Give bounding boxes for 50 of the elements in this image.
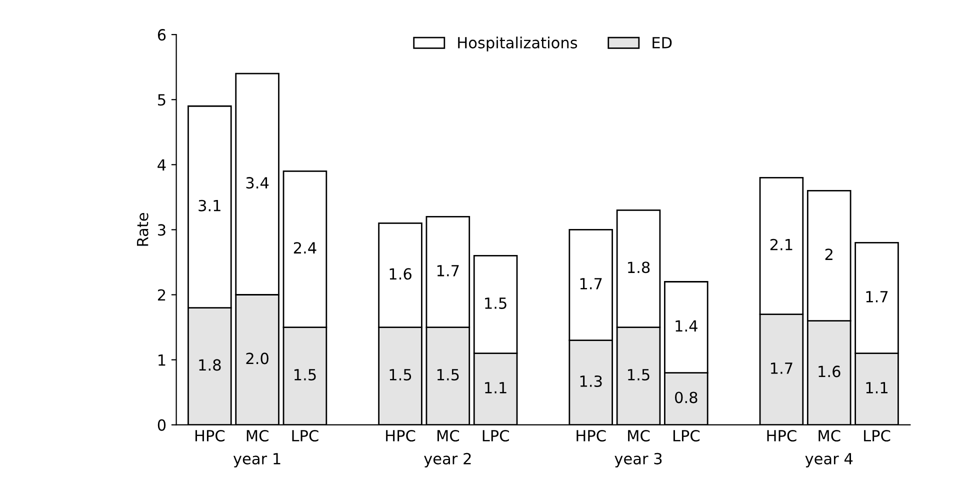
data-label: 1.4	[676, 320, 698, 332]
data-label: 1.5	[390, 369, 412, 380]
y-tick-label: 4	[158, 159, 166, 170]
data-label: 1.5	[437, 369, 459, 380]
y-tick-label: 0	[158, 419, 166, 431]
data-label: 1.8	[199, 359, 221, 371]
data-label: 1.1	[485, 382, 506, 394]
data-label: 1.7	[437, 265, 459, 276]
x-tick-label: HPC	[195, 430, 225, 442]
data-label: 1.5	[628, 369, 650, 380]
x-tick-label: HPC	[576, 430, 606, 442]
data-label: 1.6	[818, 366, 840, 378]
data-label: 1.5	[485, 298, 506, 309]
data-label: 1.8	[628, 262, 650, 274]
x-tick-label: HPC	[386, 430, 416, 442]
x-tick-label: LPC	[292, 430, 318, 442]
data-label: 1.6	[390, 268, 412, 280]
x-tick-label: MC	[628, 430, 650, 442]
data-label: 2.4	[294, 242, 316, 254]
data-label: 2.0	[246, 352, 268, 364]
x-tick-label: LPC	[864, 430, 890, 442]
data-label: 3.4	[246, 177, 269, 189]
data-label: 1.7	[770, 362, 792, 374]
y-tick-label: 5	[158, 94, 166, 106]
x-tick-label: LPC	[482, 430, 509, 442]
legend-label: ED	[652, 37, 672, 48]
x-tick-label: LPC	[673, 430, 700, 442]
text: year 4	[805, 453, 853, 468]
text: year 1	[233, 453, 280, 468]
x-tick-label: MC	[437, 430, 460, 442]
text: year 3	[614, 452, 662, 468]
y-tick-label: 1	[158, 354, 166, 366]
x-tick-label: HPC	[767, 430, 796, 442]
data-label: 0.8	[675, 392, 698, 404]
data-label: 1.5	[294, 369, 316, 380]
data-label: 1.7	[866, 291, 888, 302]
data-label: 1.3	[580, 375, 602, 387]
y-tick-label: 6	[158, 29, 166, 41]
data-label: 1.7	[580, 278, 602, 290]
y-axis-title: Rate	[136, 213, 148, 246]
x-tick-label: MC	[818, 430, 840, 442]
y-tick-label: 3	[158, 224, 166, 236]
text: year 2	[424, 452, 471, 468]
y-tick-label: 2	[158, 289, 166, 301]
data-label: 3.1	[198, 200, 220, 212]
x-tick-label: MC	[246, 430, 268, 442]
data-label: 2	[825, 248, 832, 260]
data-label: 1.1	[866, 382, 888, 394]
data-label: 2.1	[770, 238, 792, 250]
legend-label: Hospitalizations	[458, 36, 578, 52]
